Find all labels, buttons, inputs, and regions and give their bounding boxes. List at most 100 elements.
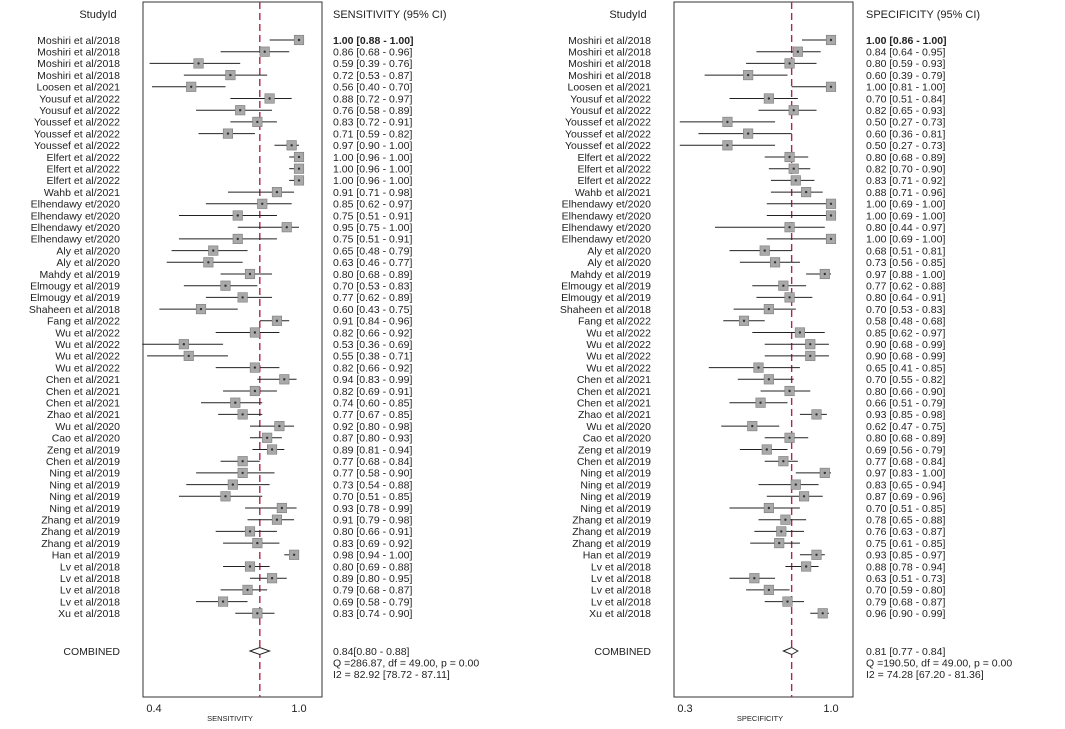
sens-study-estimate-dot [253, 331, 257, 334]
sens-x-tick-label: 0.4 [146, 703, 161, 715]
sens-study-ci-text: 0.80 [0.69 - 0.88] [333, 561, 412, 573]
spec-study-estimate-dot [753, 577, 756, 580]
spec-study-estimate-dot [773, 261, 777, 264]
spec-study-ci-text: 0.76 [0.63 - 0.87] [866, 526, 945, 538]
sens-combined-diamond [248, 646, 272, 656]
sens-study-name: Zhang et al/2019 [41, 526, 120, 538]
spec-study-ci-text: 0.88 [0.78 - 0.94] [866, 561, 945, 573]
spec-study-estimate-dot [829, 85, 833, 89]
sens-study-ci-text: 0.83 [0.69 - 0.92] [333, 538, 412, 550]
sens-study-name: Ning et al/2019 [49, 503, 120, 515]
spec-study-ci-text: 0.88 [0.71 - 0.96] [866, 187, 945, 199]
spec-study-ci-text: 0.77 [0.68 - 0.84] [866, 456, 945, 468]
spec-study-ci-text: 0.60 [0.39 - 0.79] [866, 70, 945, 82]
sens-study-name: Lv et al/2018 [60, 585, 120, 597]
spec-study-name: Mahdy et al/2019 [570, 269, 651, 281]
sens-study-estimate-dot [224, 495, 227, 498]
sens-study-ci-text: 0.77 [0.67 - 0.85] [333, 409, 412, 421]
spec-study-estimate-dot [726, 120, 729, 124]
spec-study-name: Fang et al/2022 [578, 316, 651, 328]
spec-study-estimate-dot [759, 401, 762, 404]
spec-study-name: Wu et al/2022 [586, 339, 651, 351]
sens-study-name: Lv et al/2018 [60, 596, 120, 608]
sens-study-estimate-dot [190, 85, 193, 89]
spec-study-ci-text: 0.66 [0.51 - 0.79] [866, 398, 945, 410]
sens-study-name: Lv et al/2018 [60, 573, 120, 585]
spec-study-estimate-dot [804, 190, 808, 194]
sens-study-name: Han et al/2019 [52, 550, 120, 562]
spec-study-name: Elfert et al/2022 [577, 175, 651, 187]
spec-study-name: Yousuf et al/2022 [570, 105, 651, 117]
sens-study-ci-text: 0.56 [0.40 - 0.70] [333, 82, 412, 94]
spec-study-estimate-dot [829, 202, 833, 205]
sens-study-ci-text: 0.89 [0.80 - 0.95] [333, 573, 412, 585]
spec-study-estimate-dot [751, 424, 754, 428]
spec-study-ci-text: 0.70 [0.51 - 0.84] [866, 93, 945, 105]
sens-study-name: Chen et al/2021 [46, 398, 120, 410]
sens-study-estimate-dot [297, 179, 301, 182]
sens-study-ci-text: 0.93 [0.78 - 0.99] [333, 503, 412, 515]
sens-study-name: Wu et al/2022 [55, 362, 120, 374]
spec-study-ci-text: 0.93 [0.85 - 0.97] [866, 550, 945, 562]
spec-study-ci-text: 0.80 [0.64 - 0.91] [866, 292, 945, 304]
sens-study-estimate-dot [248, 565, 252, 568]
spec-study-estimate-dot [778, 541, 781, 545]
spec-study-ci-text: 1.00 [0.69 - 1.00] [866, 210, 945, 222]
sens-study-name: Lv et al/2018 [60, 561, 120, 573]
sens-study-estimate-dot [229, 73, 232, 77]
spec-study-estimate-dot [788, 62, 791, 65]
sens-study-ci-text: 0.88 [0.72 - 0.97] [333, 93, 412, 105]
sens-study-ci-text: 0.94 [0.83 - 0.99] [333, 374, 412, 386]
spec-study-estimate-dot [792, 167, 795, 170]
spec-study-ci-text: 0.90 [0.68 - 0.99] [866, 351, 945, 363]
spec-study-ci-text: 0.70 [0.59 - 0.80] [866, 585, 945, 597]
sens-study-estimate-dot [197, 62, 200, 65]
sens-study-ci-text: 0.63 [0.46 - 0.77] [333, 257, 412, 269]
spec-study-ci-text: 0.77 [0.62 - 0.88] [866, 281, 945, 293]
spec-study-estimate-dot [796, 50, 800, 53]
sens-study-estimate-dot [256, 612, 259, 615]
sens-study-name: Elmougy et al/2019 [30, 292, 120, 304]
sens-study-estimate-dot [239, 109, 242, 112]
spec-study-estimate-dot [821, 612, 824, 615]
spec-study-estimate-dot [794, 483, 797, 486]
sens-study-ci-text: 0.80 [0.66 - 0.91] [333, 526, 412, 538]
sens-study-ci-text: 1.00 [0.96 - 1.00] [333, 164, 412, 176]
spec-study-name: Elmougy et al/2019 [561, 281, 651, 293]
sens-study-estimate-dot [278, 424, 281, 428]
sens-study-name: Elfert et al/2022 [46, 175, 120, 187]
sens-study-estimate-dot [221, 600, 225, 603]
spec-study-estimate-dot [782, 460, 785, 463]
sens-study-ci-text: 0.71 [0.59 - 0.82] [333, 128, 412, 140]
spec-study-estimate-dot [815, 553, 818, 556]
sens-study-name: Moshiri et al/2018 [37, 58, 120, 70]
spec-study-ci-text: 1.00 [0.86 - 1.00] [866, 35, 947, 47]
sens-study-estimate-dot [275, 190, 279, 194]
spec-studyid-header: StudyId [609, 9, 646, 21]
sens-study-name: Zhang et al/2019 [41, 515, 120, 527]
spec-study-name: Elfert et al/2022 [577, 152, 651, 164]
spec-study-name: Moshiri et al/2018 [568, 35, 651, 47]
sens-heterogeneity-q: Q =286.87, df = 49.00, p = 0.00 [333, 658, 479, 670]
spec-study-estimate-dot [829, 237, 833, 241]
spec-study-name: Lv et al/2018 [591, 596, 651, 608]
spec-study-ci-text: 0.70 [0.53 - 0.83] [866, 304, 945, 316]
spec-study-ci-text: 0.80 [0.68 - 0.89] [866, 433, 945, 445]
spec-x-axis-label: SPECIFICITY [737, 714, 783, 723]
spec-study-estimate-dot [788, 155, 791, 159]
sens-study-name: Moshiri et al/2018 [37, 35, 120, 47]
sens-study-estimate-dot [224, 284, 227, 287]
spec-study-ci-text: 0.63 [0.51 - 0.73] [866, 573, 945, 585]
spec-study-estimate-dot [794, 179, 797, 182]
sens-study-name: Elmougy et al/2019 [30, 281, 120, 293]
sens-study-name: Zhao et al/2021 [47, 409, 120, 421]
spec-combined-label: COMBINED [594, 646, 651, 658]
sens-study-estimate-dot [226, 132, 230, 135]
sens-study-ci-text: 0.91 [0.71 - 0.98] [333, 187, 412, 199]
spec-study-estimate-dot [746, 73, 750, 77]
spec-study-name: Xu et al/2018 [589, 608, 651, 620]
spec-study-ci-text: 0.70 [0.51 - 0.85] [866, 503, 945, 515]
sens-study-estimate-dot [297, 38, 301, 42]
spec-study-ci-text: 0.82 [0.70 - 0.90] [866, 164, 945, 176]
spec-study-estimate-dot [804, 565, 808, 568]
